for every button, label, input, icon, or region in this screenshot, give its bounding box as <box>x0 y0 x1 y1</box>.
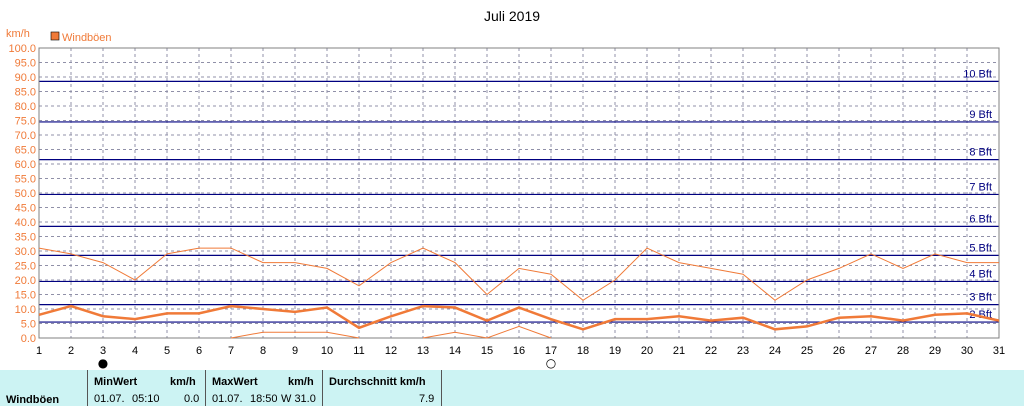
avg-value: 7.9 <box>419 393 435 405</box>
y-tick-label: 5.0 <box>21 319 36 331</box>
x-tick-label: 3 <box>100 345 106 357</box>
min-value: 0.0 <box>184 393 200 405</box>
y-tick-label: 10.0 <box>15 304 36 316</box>
min-unit: km/h <box>170 376 196 388</box>
x-tick-label: 14 <box>449 345 461 357</box>
x-tick-label: 23 <box>737 345 749 357</box>
beaufort-label: 5 Bft <box>969 242 992 254</box>
x-tick-label: 6 <box>196 345 202 357</box>
series-line-min <box>230 331 360 339</box>
beaufort-label: 3 Bft <box>969 292 992 304</box>
y-tick-label: 45.0 <box>15 203 36 215</box>
stats-footer: Windböen MinWert km/h 01.07. 05:10 0.0 M… <box>0 370 1024 406</box>
legend-swatch <box>50 31 60 41</box>
x-tick-label: 5 <box>164 345 170 357</box>
series-line-min <box>422 325 552 339</box>
x-tick-label: 7 <box>228 345 234 357</box>
x-tick-label: 12 <box>385 345 397 357</box>
y-tick-label: 0.0 <box>21 333 36 345</box>
y-tick-label: 25.0 <box>15 261 36 273</box>
max-time: 18:50 <box>250 393 278 405</box>
beaufort-label: 10 Bft <box>963 68 992 80</box>
beaufort-label: 9 Bft <box>969 109 992 121</box>
max-header: MaxWert <box>212 376 258 388</box>
x-tick-label: 15 <box>481 345 493 357</box>
x-tick-label: 18 <box>577 345 589 357</box>
x-tick-label: 21 <box>673 345 685 357</box>
y-tick-label: 90.0 <box>15 72 36 84</box>
x-tick-label: 4 <box>132 345 138 357</box>
y-tick-label: 95.0 <box>15 58 36 70</box>
x-tick-label: 26 <box>833 345 845 357</box>
x-tick-label: 30 <box>961 345 973 357</box>
y-tick-label: 70.0 <box>15 130 36 142</box>
max-value: W 31.0 <box>281 393 316 405</box>
max-cell: MaxWert km/h 01.07. 18:50 W 31.0 <box>205 370 323 406</box>
y-axis-label: km/h <box>6 28 30 40</box>
moon-phase-marker: ● <box>98 356 108 370</box>
x-tick-label: 9 <box>292 345 298 357</box>
max-unit: km/h <box>288 376 314 388</box>
x-tick-label: 8 <box>260 345 266 357</box>
y-tick-label: 30.0 <box>15 246 36 258</box>
x-tick-label: 29 <box>929 345 941 357</box>
y-tick-label: 15.0 <box>15 290 36 302</box>
y-tick-label: 40.0 <box>15 217 36 229</box>
avg-header: Durchschnitt km/h <box>329 376 426 388</box>
y-tick-label: 80.0 <box>15 101 36 113</box>
x-tick-label: 2 <box>68 345 74 357</box>
moon-phase-marker: ○ <box>546 356 556 370</box>
y-tick-label: 35.0 <box>15 232 36 244</box>
x-tick-label: 25 <box>801 345 813 357</box>
max-date: 01.07. <box>212 393 243 405</box>
avg-cell: Durchschnitt km/h 7.9 <box>322 370 442 406</box>
plot-frame <box>38 47 1000 339</box>
chart-title: Juli 2019 <box>484 8 540 24</box>
x-tick-label: 17 <box>545 345 557 357</box>
x-tick-label: 19 <box>609 345 621 357</box>
x-tick-label: 20 <box>641 345 653 357</box>
x-tick-label: 10 <box>321 345 333 357</box>
x-tick-label: 16 <box>513 345 525 357</box>
y-tick-label: 60.0 <box>15 159 36 171</box>
beaufort-label: 4 Bft <box>969 268 992 280</box>
series-line-avg <box>38 304 1000 331</box>
legend-label: Windböen <box>62 32 112 44</box>
y-tick-label: 85.0 <box>15 87 36 99</box>
y-tick-label: 75.0 <box>15 116 36 128</box>
x-tick-label: 13 <box>417 345 429 357</box>
footer-row-label: Windböen <box>6 394 60 406</box>
x-tick-label: 31 <box>993 345 1005 357</box>
min-date: 01.07. <box>94 393 125 405</box>
beaufort-label: 6 Bft <box>969 213 992 225</box>
x-tick-label: 27 <box>865 345 877 357</box>
y-tick-label: 20.0 <box>15 275 36 287</box>
min-cell: MinWert km/h 01.07. 05:10 0.0 <box>87 370 206 406</box>
x-tick-label: 28 <box>897 345 909 357</box>
beaufort-label: 8 Bft <box>969 147 992 159</box>
wind-gust-chart: Juli 2019 km/h Windböen 0.0 5.0 10.0 15.0 20.0 2… <box>6 8 1005 370</box>
y-tick-label: 100.0 <box>8 43 36 55</box>
series-line-max <box>38 247 999 301</box>
beaufort-label: 7 Bft <box>969 181 992 193</box>
x-tick-label: 24 <box>769 345 781 357</box>
x-tick-label: 1 <box>36 345 42 357</box>
x-tick-label: 11 <box>353 345 364 357</box>
y-tick-label: 50.0 <box>15 188 36 200</box>
x-tick-label: 22 <box>705 345 717 357</box>
y-tick-label: 65.0 <box>15 145 36 157</box>
min-time: 05:10 <box>132 393 160 405</box>
y-tick-label: 55.0 <box>15 174 36 186</box>
min-header: MinWert <box>94 376 138 388</box>
